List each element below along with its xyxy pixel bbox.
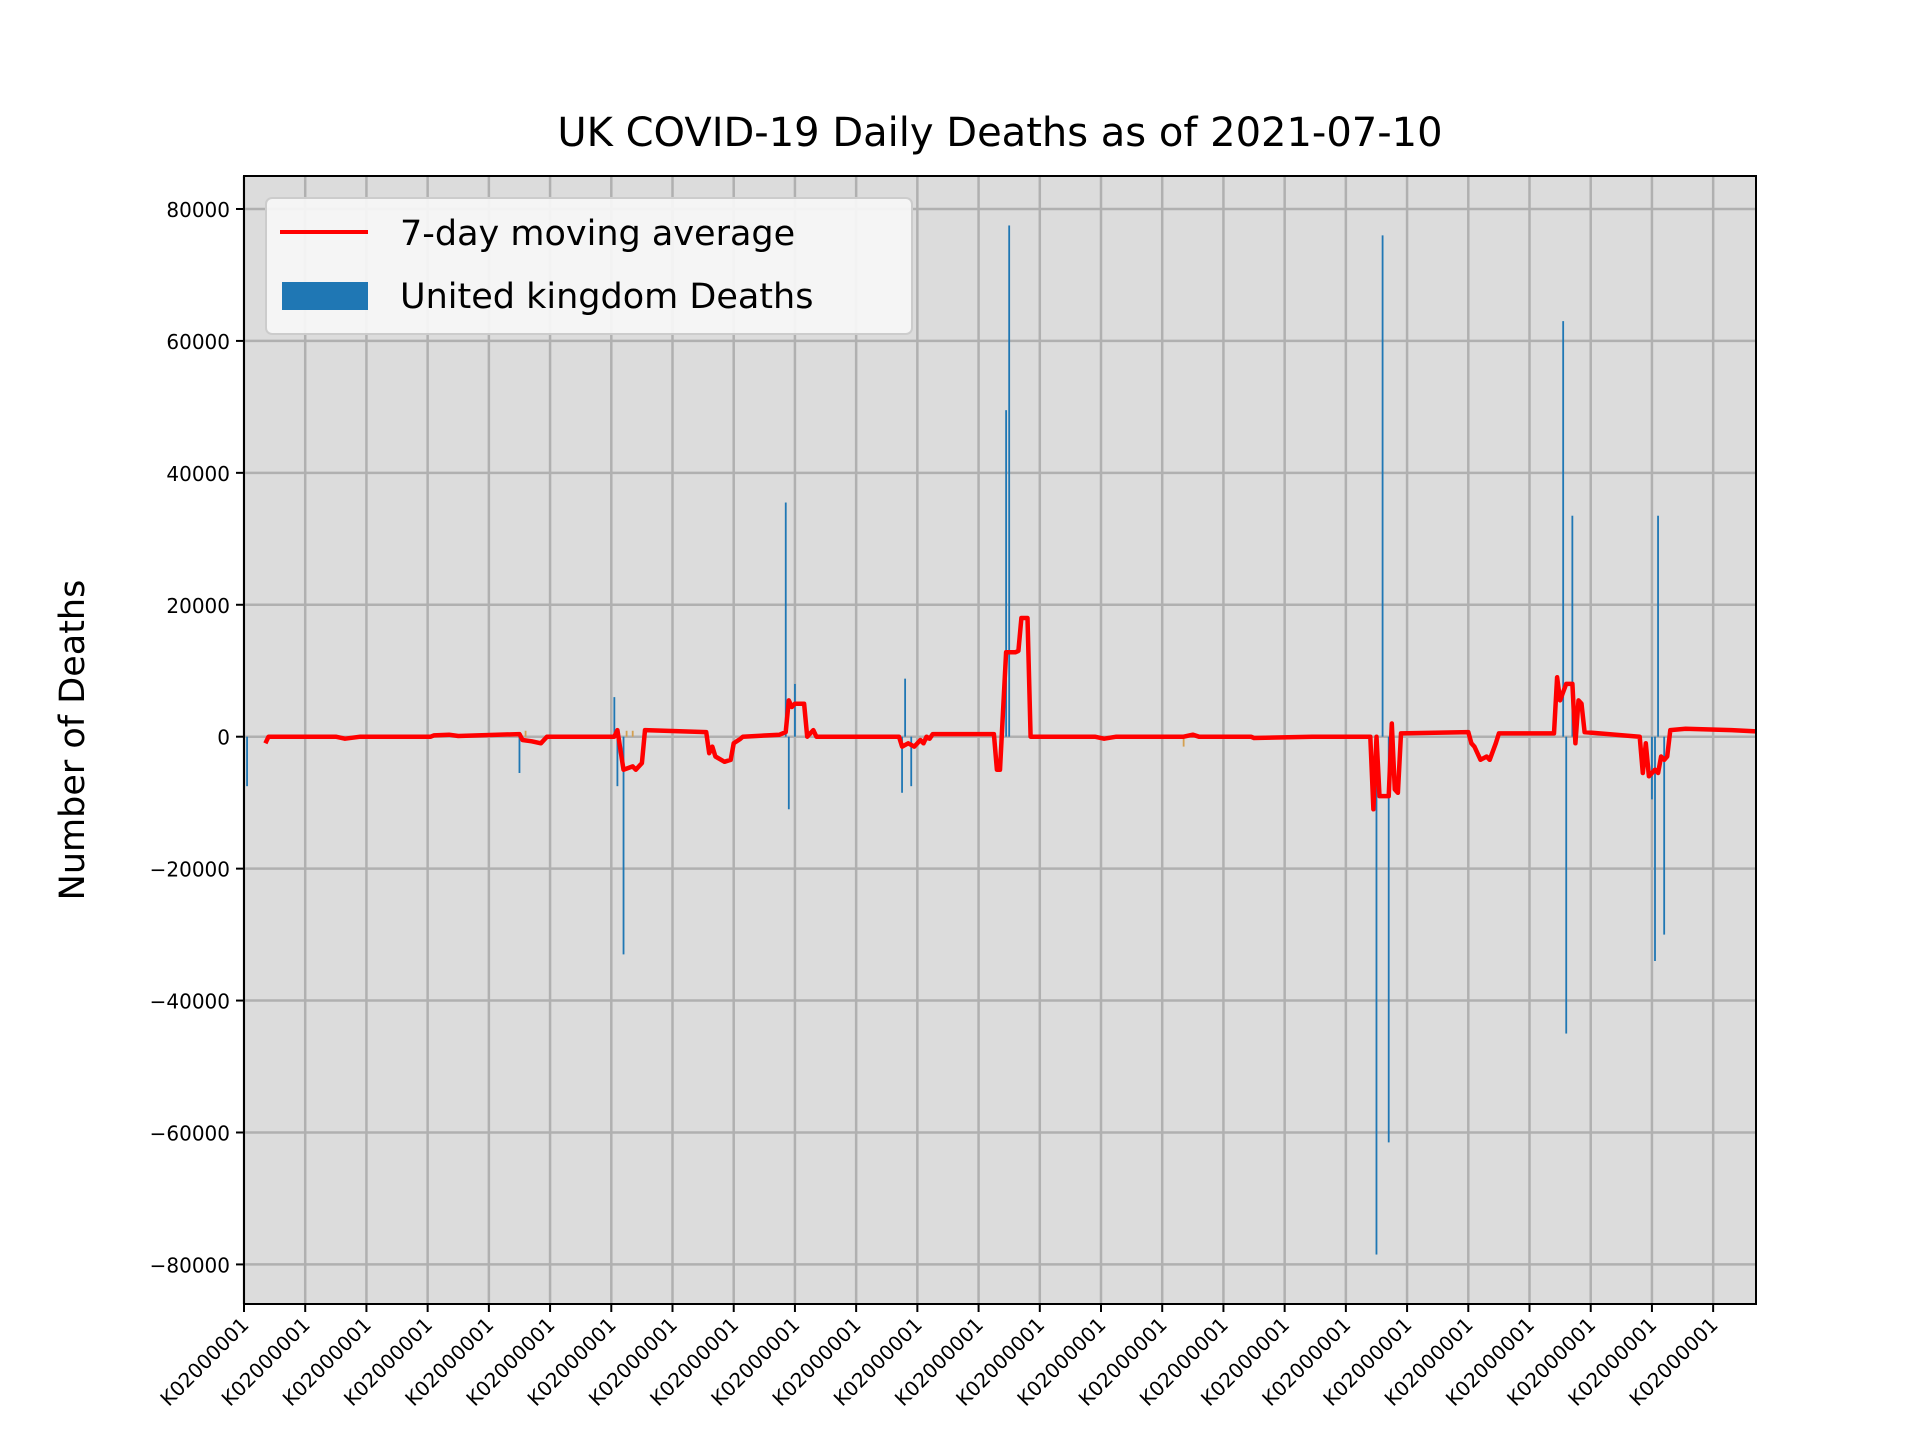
bar [901, 736, 903, 793]
bar [910, 736, 913, 787]
legend: 7-day moving average United kingdom Deat… [265, 197, 913, 335]
line-layer [263, 615, 1757, 812]
legend-bar-label: United kingdom Deaths [400, 277, 813, 317]
bar [1657, 515, 1659, 737]
bar [625, 730, 628, 737]
bar-layer [246, 225, 1672, 1255]
bar [1387, 736, 1390, 1143]
bar [1663, 736, 1666, 935]
bar [1565, 736, 1568, 1034]
y-tick-label: −20000 [150, 858, 230, 882]
legend-line-label: 7-day moving average [400, 214, 795, 254]
bar [1654, 736, 1656, 961]
y-tick-label: −80000 [150, 1253, 230, 1277]
y-tick-label: 20000 [166, 594, 230, 618]
y-tick-label: −60000 [150, 1121, 230, 1145]
y-tick-label: 80000 [166, 198, 230, 222]
bar [631, 730, 634, 737]
y-tick-label: 0 [217, 726, 230, 750]
moving-average-line [263, 615, 1757, 812]
bar [613, 697, 616, 737]
chart-title: UK COVID-19 Daily Deaths as of 2021-07-1… [557, 110, 1442, 156]
grid-layer [242, 176, 1756, 1304]
bar [518, 736, 521, 773]
y-axis-label: Number of Deaths [53, 580, 93, 901]
y-tick-label: 60000 [166, 330, 230, 354]
bar [1182, 736, 1185, 747]
bar [1651, 736, 1653, 800]
y-tick-label: −40000 [150, 990, 230, 1014]
bar [1008, 225, 1011, 737]
legend-bar-swatch [282, 282, 368, 310]
y-tick-label: 40000 [166, 462, 230, 486]
bar [524, 730, 527, 737]
bar [904, 678, 907, 737]
bar [1571, 515, 1574, 737]
bar [784, 502, 787, 737]
axes-frame [243, 175, 1757, 1305]
bar [794, 683, 796, 737]
bar [1562, 321, 1565, 737]
bar [1381, 235, 1384, 737]
bar [1375, 736, 1378, 1255]
bar [1005, 410, 1008, 737]
bar [246, 736, 248, 787]
legend-box [265, 197, 913, 335]
bar [616, 736, 619, 787]
bar [787, 736, 790, 810]
bar [622, 736, 625, 955]
